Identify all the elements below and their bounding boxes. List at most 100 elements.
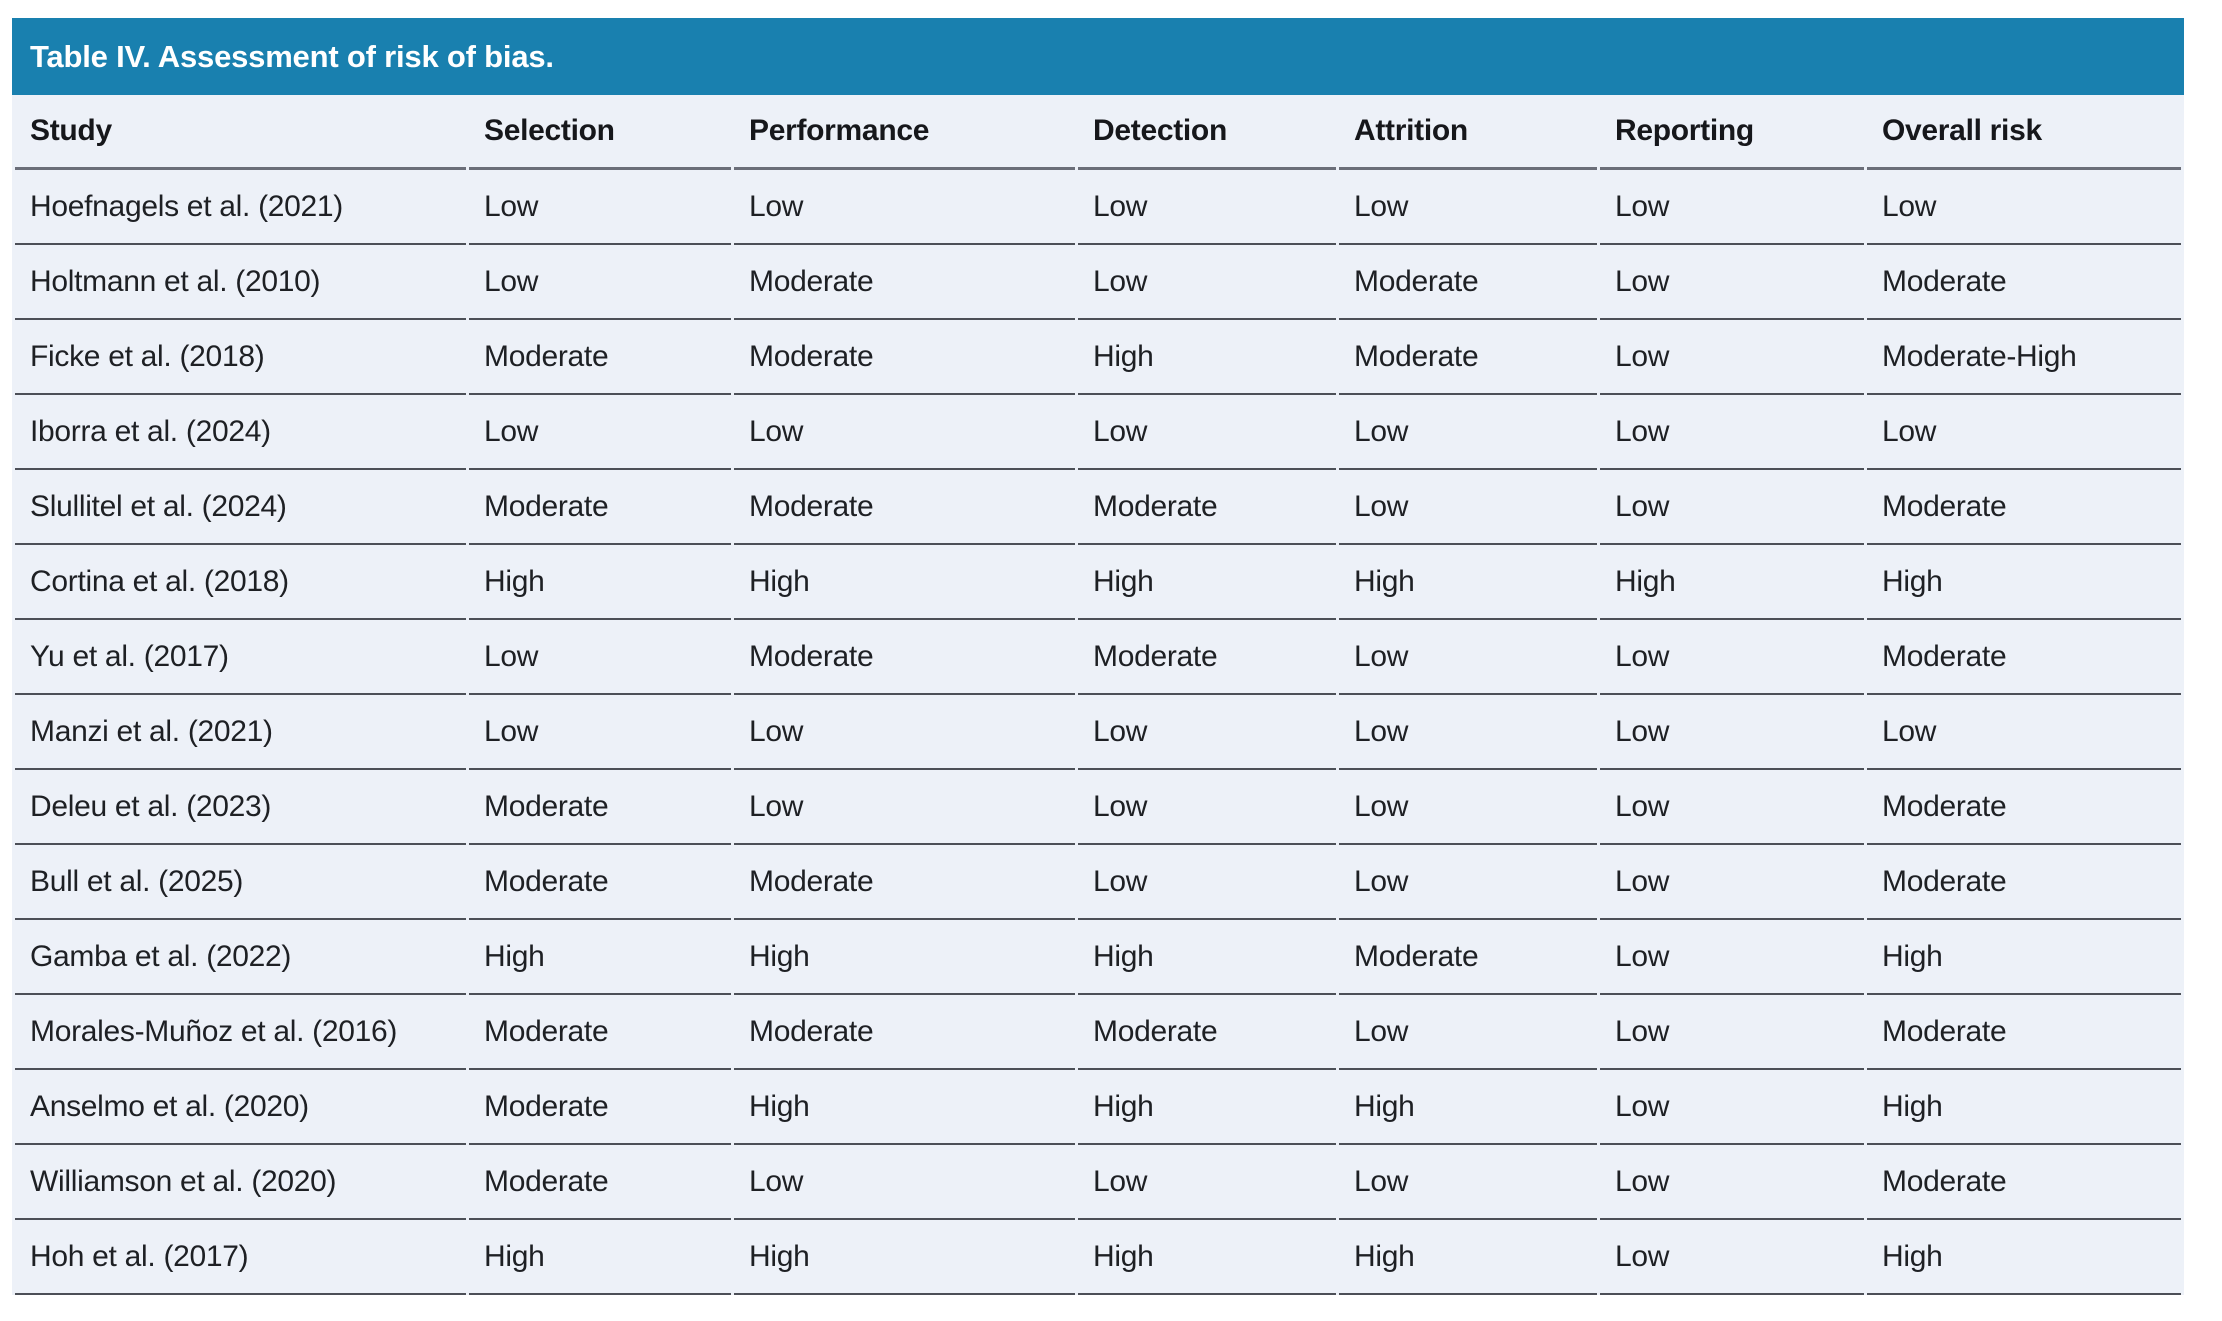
column-header-detection: Detection	[1078, 95, 1336, 170]
table-row: Ficke et al. (2018) Moderate Moderate Hi…	[15, 320, 2181, 395]
study-cell: Gamba et al. (2022)	[15, 920, 466, 995]
attrition-cell: Moderate	[1339, 245, 1597, 320]
selection-cell: Low	[469, 695, 731, 770]
detection-cell: Low	[1078, 245, 1336, 320]
detection-cell: Moderate	[1078, 995, 1336, 1070]
detection-cell: Low	[1078, 395, 1336, 470]
table-row: Slullitel et al. (2024) Moderate Moderat…	[15, 470, 2181, 545]
performance-cell: Moderate	[734, 620, 1075, 695]
table-row: Iborra et al. (2024) Low Low Low Low Low…	[15, 395, 2181, 470]
detection-cell: High	[1078, 1220, 1336, 1295]
attrition-cell: Low	[1339, 1145, 1597, 1220]
column-header-attrition: Attrition	[1339, 95, 1597, 170]
table-row: Manzi et al. (2021) Low Low Low Low Low …	[15, 695, 2181, 770]
reporting-cell: Low	[1600, 695, 1864, 770]
risk-of-bias-table: Study Selection Performance Detection At…	[12, 95, 2184, 1295]
overall-risk-cell: Moderate	[1867, 470, 2181, 545]
table-row: Cortina et al. (2018) High High High Hig…	[15, 545, 2181, 620]
reporting-cell: Low	[1600, 395, 1864, 470]
attrition-cell: Low	[1339, 995, 1597, 1070]
performance-cell: Moderate	[734, 845, 1075, 920]
reporting-cell: Low	[1600, 995, 1864, 1070]
reporting-cell: Low	[1600, 170, 1864, 245]
header-row: Study Selection Performance Detection At…	[15, 95, 2181, 170]
selection-cell: Low	[469, 395, 731, 470]
overall-risk-cell: Moderate	[1867, 770, 2181, 845]
attrition-cell: Low	[1339, 845, 1597, 920]
overall-risk-cell: Moderate	[1867, 845, 2181, 920]
overall-risk-cell: Low	[1867, 695, 2181, 770]
study-cell: Williamson et al. (2020)	[15, 1145, 466, 1220]
performance-cell: Low	[734, 770, 1075, 845]
selection-cell: Moderate	[469, 995, 731, 1070]
reporting-cell: Low	[1600, 1070, 1864, 1145]
attrition-cell: Moderate	[1339, 920, 1597, 995]
study-cell: Iborra et al. (2024)	[15, 395, 466, 470]
detection-cell: High	[1078, 920, 1336, 995]
selection-cell: Moderate	[469, 770, 731, 845]
attrition-cell: Moderate	[1339, 320, 1597, 395]
column-header-performance: Performance	[734, 95, 1075, 170]
reporting-cell: Low	[1600, 470, 1864, 545]
study-cell: Holtmann et al. (2010)	[15, 245, 466, 320]
detection-cell: Low	[1078, 695, 1336, 770]
overall-risk-cell: High	[1867, 1070, 2181, 1145]
performance-cell: Low	[734, 695, 1075, 770]
overall-risk-cell: Moderate	[1867, 1145, 2181, 1220]
study-cell: Hoh et al. (2017)	[15, 1220, 466, 1295]
overall-risk-cell: Moderate	[1867, 620, 2181, 695]
table-row: Bull et al. (2025) Moderate Moderate Low…	[15, 845, 2181, 920]
performance-cell: Low	[734, 395, 1075, 470]
study-cell: Bull et al. (2025)	[15, 845, 466, 920]
reporting-cell: Low	[1600, 620, 1864, 695]
selection-cell: Moderate	[469, 470, 731, 545]
performance-cell: Moderate	[734, 245, 1075, 320]
detection-cell: Low	[1078, 170, 1336, 245]
table-row: Deleu et al. (2023) Moderate Low Low Low…	[15, 770, 2181, 845]
selection-cell: High	[469, 920, 731, 995]
reporting-cell: Low	[1600, 1220, 1864, 1295]
study-cell: Hoefnagels et al. (2021)	[15, 170, 466, 245]
table-title-bar: Table IV. Assessment of risk of bias.	[12, 18, 2184, 95]
reporting-cell: Low	[1600, 920, 1864, 995]
attrition-cell: Low	[1339, 170, 1597, 245]
study-cell: Morales-Muñoz et al. (2016)	[15, 995, 466, 1070]
column-header-overall-risk: Overall risk	[1867, 95, 2181, 170]
selection-cell: Moderate	[469, 1070, 731, 1145]
column-header-study: Study	[15, 95, 466, 170]
table-row: Williamson et al. (2020) Moderate Low Lo…	[15, 1145, 2181, 1220]
reporting-cell: Low	[1600, 245, 1864, 320]
reporting-cell: Low	[1600, 770, 1864, 845]
performance-cell: High	[734, 545, 1075, 620]
performance-cell: High	[734, 920, 1075, 995]
performance-cell: Moderate	[734, 470, 1075, 545]
performance-cell: Low	[734, 1145, 1075, 1220]
detection-cell: High	[1078, 320, 1336, 395]
overall-risk-cell: Moderate	[1867, 245, 2181, 320]
attrition-cell: Low	[1339, 395, 1597, 470]
detection-cell: High	[1078, 545, 1336, 620]
table-row: Gamba et al. (2022) High High High Moder…	[15, 920, 2181, 995]
selection-cell: Low	[469, 245, 731, 320]
table-row: Anselmo et al. (2020) Moderate High High…	[15, 1070, 2181, 1145]
detection-cell: Low	[1078, 845, 1336, 920]
table-row: Hoh et al. (2017) High High High High Lo…	[15, 1220, 2181, 1295]
selection-cell: Low	[469, 620, 731, 695]
detection-cell: Moderate	[1078, 620, 1336, 695]
reporting-cell: Low	[1600, 320, 1864, 395]
detection-cell: Low	[1078, 770, 1336, 845]
detection-cell: High	[1078, 1070, 1336, 1145]
selection-cell: Moderate	[469, 845, 731, 920]
attrition-cell: High	[1339, 1220, 1597, 1295]
selection-cell: Moderate	[469, 1145, 731, 1220]
table-title: Table IV. Assessment of risk of bias.	[30, 38, 554, 74]
performance-cell: Moderate	[734, 995, 1075, 1070]
attrition-cell: Low	[1339, 470, 1597, 545]
study-cell: Anselmo et al. (2020)	[15, 1070, 466, 1145]
detection-cell: Low	[1078, 1145, 1336, 1220]
selection-cell: High	[469, 545, 731, 620]
reporting-cell: Low	[1600, 1145, 1864, 1220]
attrition-cell: Low	[1339, 620, 1597, 695]
table-row: Holtmann et al. (2010) Low Moderate Low …	[15, 245, 2181, 320]
selection-cell: Moderate	[469, 320, 731, 395]
